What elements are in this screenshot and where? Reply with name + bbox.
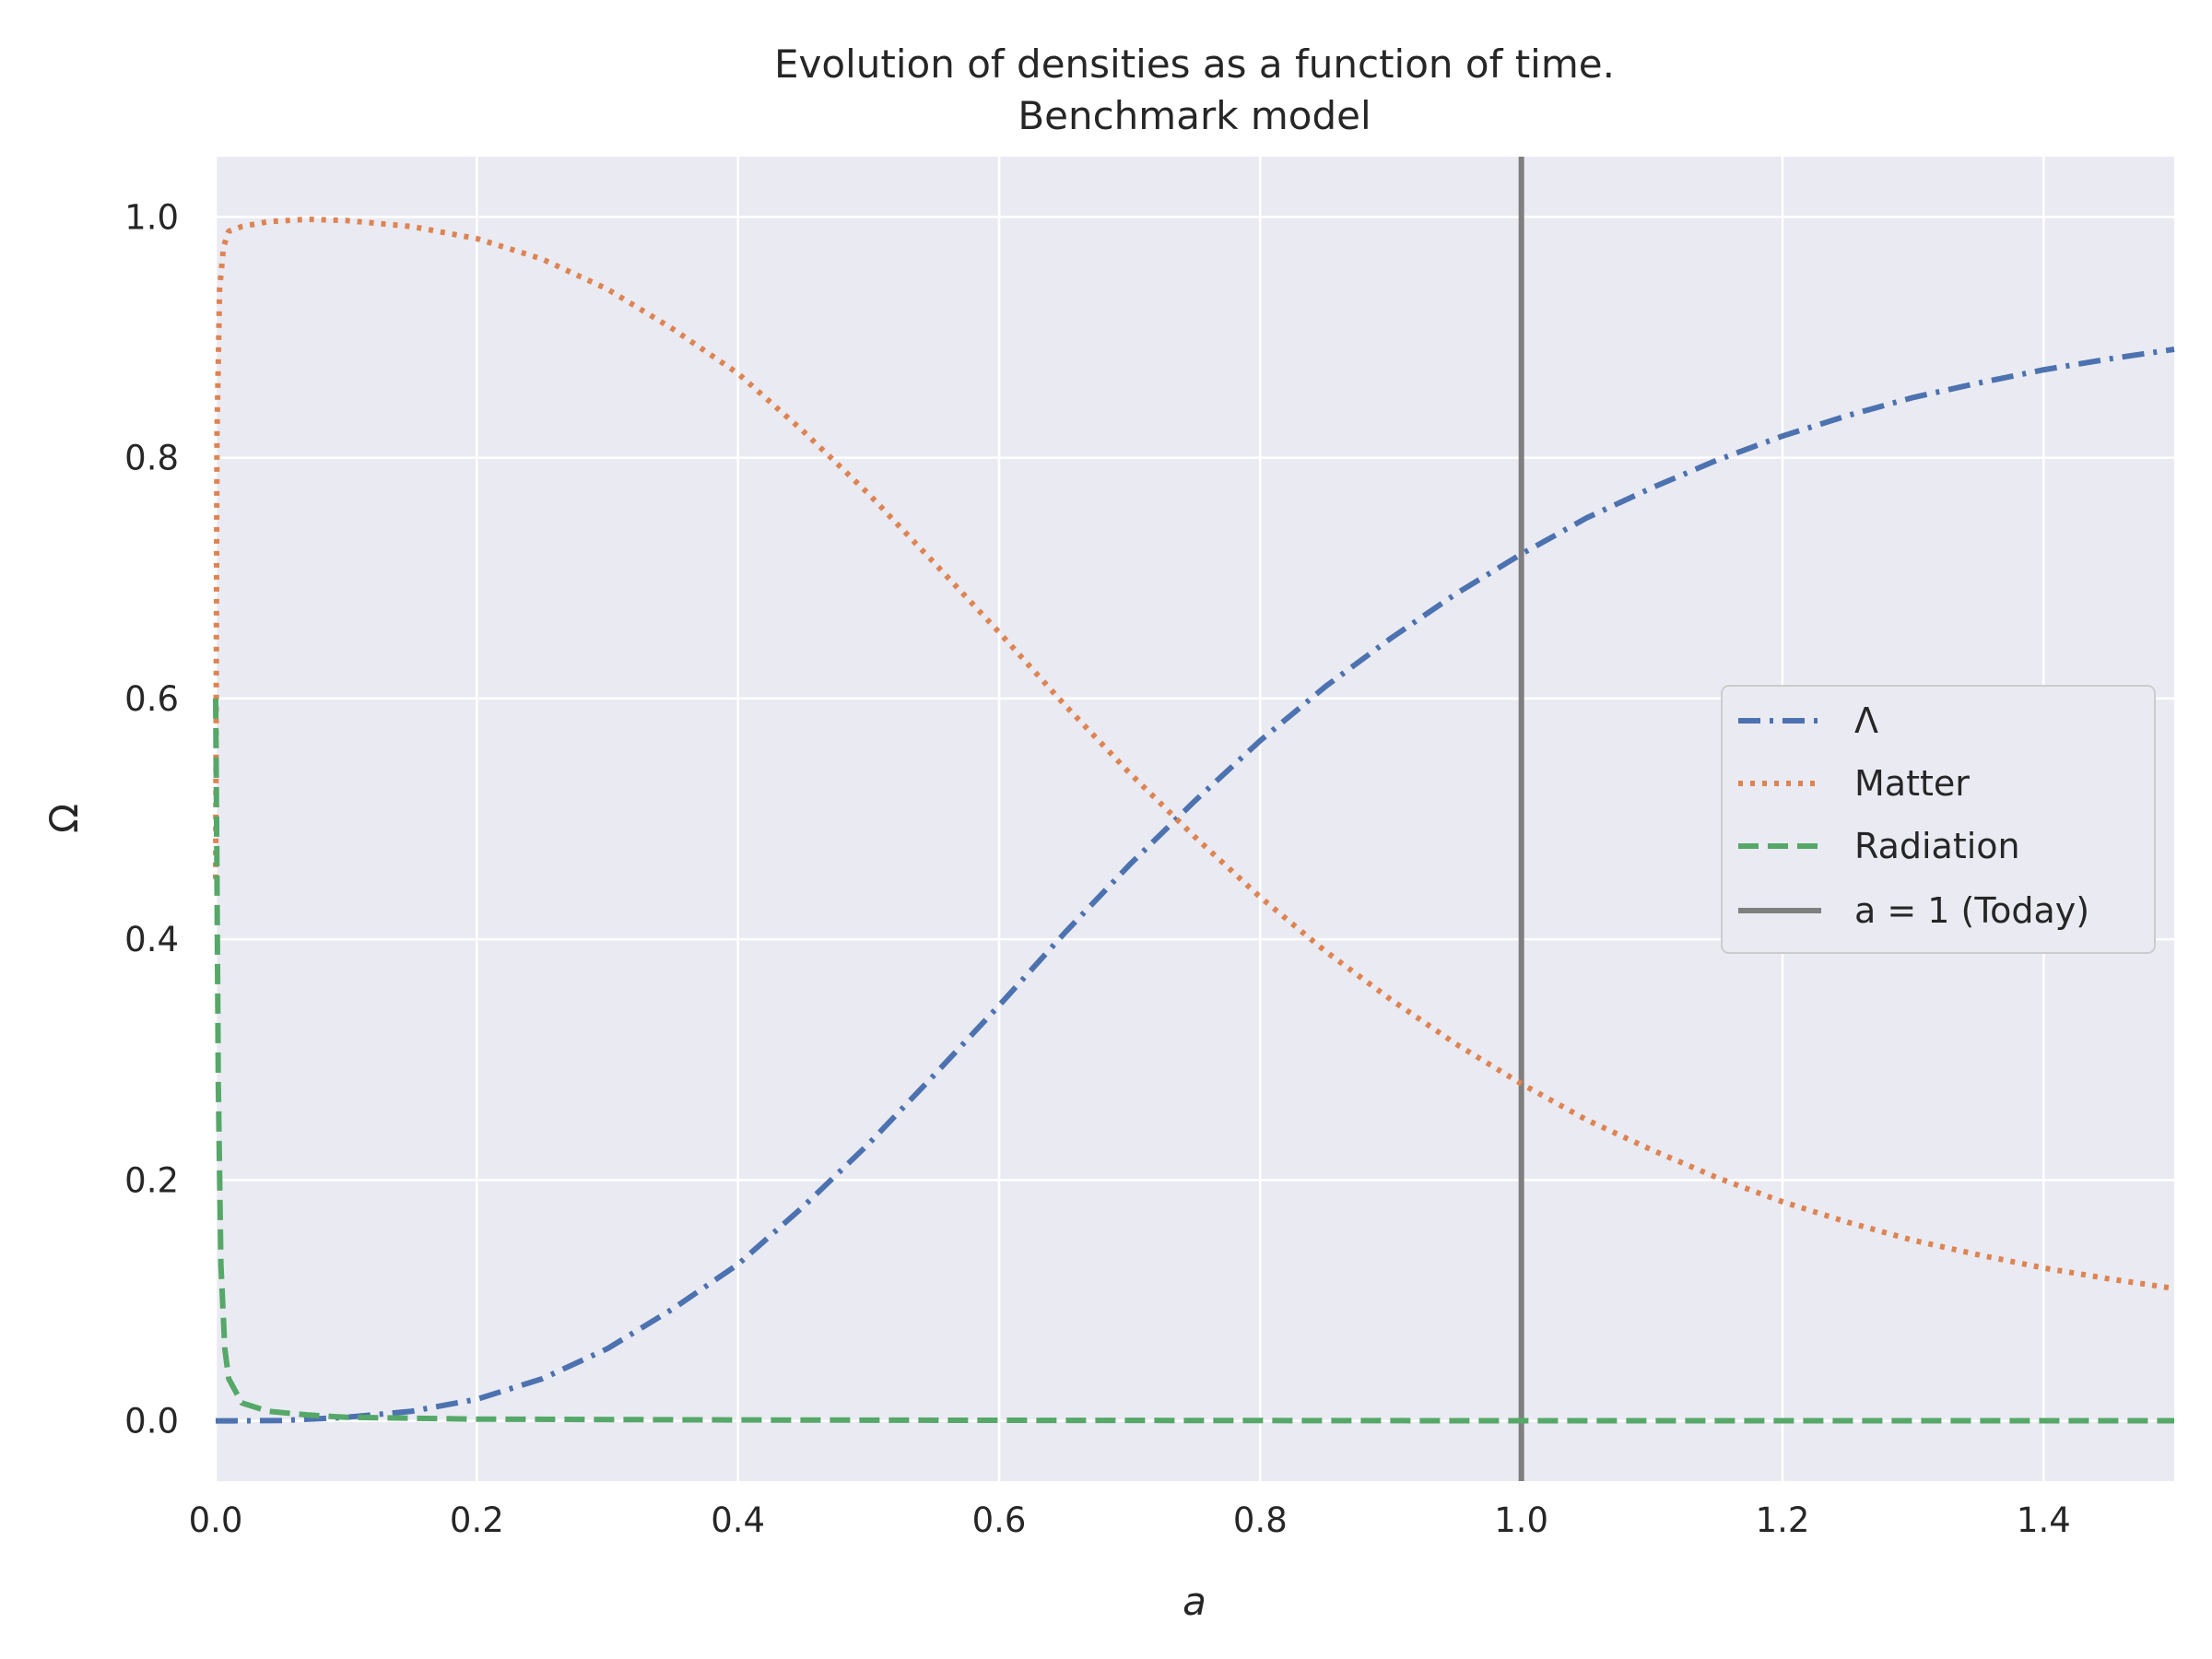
y-tick-labels: 0.0 0.2 0.4 0.6 0.8 1.0 bbox=[124, 197, 179, 1441]
y-tick-label: 0.6 bbox=[124, 679, 179, 719]
x-tick-label: 1.2 bbox=[1756, 1500, 1810, 1540]
series-line-matter bbox=[213, 216, 2175, 1291]
y-tick-label: 0.0 bbox=[124, 1402, 179, 1441]
x-tick-label: 0.6 bbox=[972, 1500, 1027, 1540]
legend-label-lambda: Λ bbox=[1854, 700, 1878, 741]
x-tick-label: 1.0 bbox=[1494, 1500, 1548, 1540]
y-tick-label: 0.8 bbox=[124, 439, 179, 478]
x-tick-label: 1.4 bbox=[2017, 1500, 2071, 1540]
y-tick-label: 1.0 bbox=[124, 197, 179, 237]
legend-frame bbox=[1721, 685, 2156, 954]
series-line-lambda bbox=[215, 347, 2175, 1424]
x-tick-label: 0.8 bbox=[1233, 1500, 1288, 1540]
y-tick-label: 0.2 bbox=[124, 1160, 179, 1200]
legend-label-matter: Matter bbox=[1854, 763, 1970, 804]
x-tick-label: 0.4 bbox=[711, 1500, 765, 1540]
y-axis-label: Ω bbox=[41, 804, 87, 833]
x-tick-label: 0.2 bbox=[450, 1500, 504, 1540]
series-lines bbox=[213, 157, 2175, 1481]
legend: Λ Matter Radiation a = 1 (Today) bbox=[1721, 685, 2156, 954]
x-tick-label: 0.0 bbox=[189, 1500, 243, 1540]
chart-subtitle: Benchmark model bbox=[1018, 93, 1371, 138]
legend-label-today: a = 1 (Today) bbox=[1854, 890, 2089, 931]
series-line-radiation bbox=[213, 698, 2174, 1424]
legend-label-radiation: Radiation bbox=[1854, 826, 2020, 866]
x-tick-labels: 0.0 0.2 0.4 0.6 0.8 1.0 1.2 1.4 bbox=[189, 1500, 2071, 1540]
chart-title: Evolution of densities as a function of … bbox=[774, 41, 1615, 87]
y-tick-label: 0.4 bbox=[124, 920, 179, 959]
x-axis-label: a bbox=[1182, 1579, 1206, 1624]
